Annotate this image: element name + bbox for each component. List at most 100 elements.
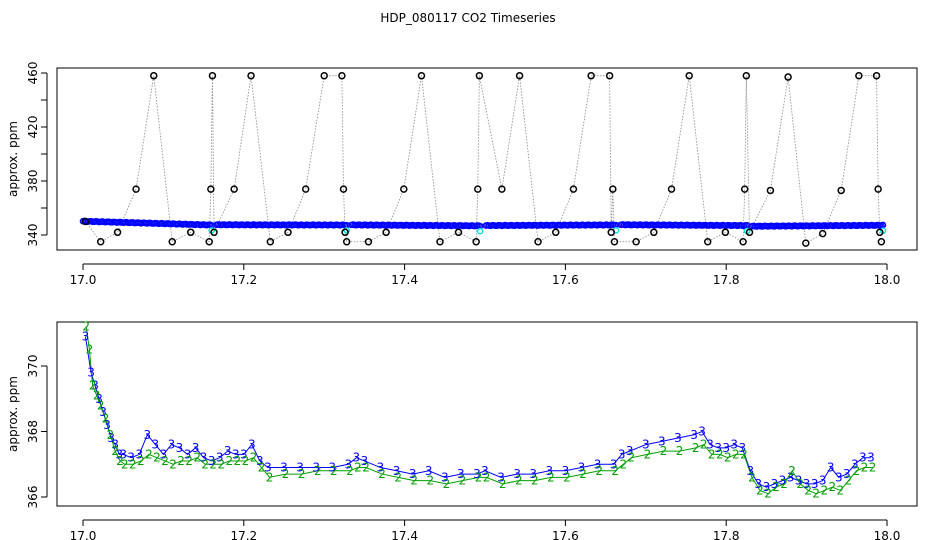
marker-3: 3 <box>280 461 288 475</box>
marker-2: 2 <box>137 454 145 468</box>
marker-2: 2 <box>102 411 110 425</box>
marker-3: 3 <box>610 457 618 471</box>
marker-3: 3 <box>706 438 714 452</box>
marker-2: 2 <box>531 474 539 488</box>
black-circle-point <box>436 238 444 246</box>
circle-connector-line <box>85 75 882 244</box>
marker-3: 3 <box>176 441 184 455</box>
marker-3: 3 <box>698 425 706 439</box>
black-circle-point <box>784 73 792 81</box>
marker-3: 3 <box>168 438 176 452</box>
marker-2: 2 <box>845 474 853 488</box>
black-circle-point <box>150 71 158 80</box>
marker-3: 3 <box>216 451 224 465</box>
marker-3: 3 <box>91 379 99 393</box>
plot-frame <box>56 67 918 251</box>
marker-2: 2 <box>740 447 748 461</box>
black-circle-point <box>301 185 310 193</box>
marker-3: 3 <box>99 405 107 419</box>
black-circle-point <box>685 71 693 80</box>
marker-2: 2 <box>780 477 788 491</box>
black-circle-point <box>81 217 90 226</box>
black-circle-point <box>667 185 676 193</box>
marker-2: 2 <box>209 457 217 471</box>
marker-3: 3 <box>87 366 95 380</box>
marker-3: 3 <box>296 461 304 475</box>
marker-3: 3 <box>658 434 666 448</box>
marker-3: 3 <box>545 464 553 478</box>
marker-2: 2 <box>788 464 796 478</box>
marker-2: 2 <box>97 398 105 412</box>
x-tick-label: 18.0 <box>874 529 901 540</box>
black-circle-point <box>534 238 542 246</box>
y-tick-label: 380 <box>26 170 40 193</box>
black-circle-point <box>341 228 349 237</box>
marker-3: 3 <box>103 418 111 432</box>
marker-3: 3 <box>82 330 90 344</box>
x-tick-label: 17.2 <box>230 273 257 287</box>
marker-2: 2 <box>628 451 636 465</box>
marker-3: 3 <box>714 441 722 455</box>
marker-3: 3 <box>111 438 119 452</box>
marker-2: 2 <box>796 477 804 491</box>
black-circle-point <box>210 228 218 237</box>
black-circle-point <box>417 71 426 80</box>
x-tick-label: 17.6 <box>552 529 579 540</box>
black-circle-point <box>339 185 348 193</box>
marker-3: 3 <box>730 438 738 452</box>
marker-2: 2 <box>129 457 137 471</box>
marker-3: 3 <box>843 467 851 481</box>
marker-3: 3 <box>127 451 135 465</box>
black-circle-point <box>766 186 775 195</box>
marker-3: 3 <box>771 477 779 491</box>
marker-2: 2 <box>812 487 820 501</box>
marker-3: 3 <box>353 451 361 465</box>
marker-3: 3 <box>160 447 168 461</box>
black-circle-point <box>338 71 346 80</box>
black-circle-point <box>703 238 712 246</box>
black-circle-point <box>472 238 480 246</box>
marker-2: 2 <box>282 467 290 481</box>
marker-2: 2 <box>700 438 708 452</box>
marker-3: 3 <box>473 467 481 481</box>
black-circle-point <box>587 71 595 80</box>
x-tick-label: 17.0 <box>70 273 97 287</box>
marker-2: 2 <box>89 379 97 393</box>
black-circle-point <box>877 238 886 246</box>
marker-2: 2 <box>111 444 119 458</box>
marker-3: 3 <box>264 461 272 475</box>
cyan-point <box>476 227 484 235</box>
marker-3: 3 <box>594 457 602 471</box>
marker-2: 2 <box>217 457 225 471</box>
marker-2: 2 <box>716 447 724 461</box>
marker-3: 3 <box>328 461 336 475</box>
y-axis-label: approx. ppm <box>6 121 20 197</box>
drop-lines <box>85 75 882 244</box>
x-tick-label: 17.8 <box>713 529 740 540</box>
black-circle-point <box>569 185 578 193</box>
marker-2: 2 <box>193 451 201 465</box>
marker-2: 2 <box>644 447 652 461</box>
marker-3: 3 <box>497 470 505 484</box>
marker-2: 2 <box>226 454 234 468</box>
marker-2: 2 <box>242 454 250 468</box>
x-tick-label: 17.0 <box>70 529 97 540</box>
marker-2: 2 <box>829 480 837 494</box>
marker-3: 3 <box>457 467 465 481</box>
marker-3: 3 <box>377 461 385 475</box>
black-circle-point <box>515 71 524 80</box>
marker-3: 3 <box>409 467 417 481</box>
marker-3: 3 <box>248 438 256 452</box>
marker-2: 2 <box>619 457 627 471</box>
marker-2: 2 <box>107 428 115 442</box>
co2-timeseries-panel: approx. ppm 17.0 17.2 17.4 17.6 17.8 18.0 340 3… <box>6 62 918 287</box>
marker-2: 2 <box>116 454 124 468</box>
marker-2: 2 <box>748 470 756 484</box>
cyan-point <box>343 227 351 234</box>
marker-2: 2 <box>177 454 185 468</box>
marker-2: 2 <box>837 483 845 497</box>
marker-2: 2 <box>595 464 603 478</box>
black-circle-point <box>186 228 195 237</box>
marker-2: 2 <box>86 343 94 357</box>
